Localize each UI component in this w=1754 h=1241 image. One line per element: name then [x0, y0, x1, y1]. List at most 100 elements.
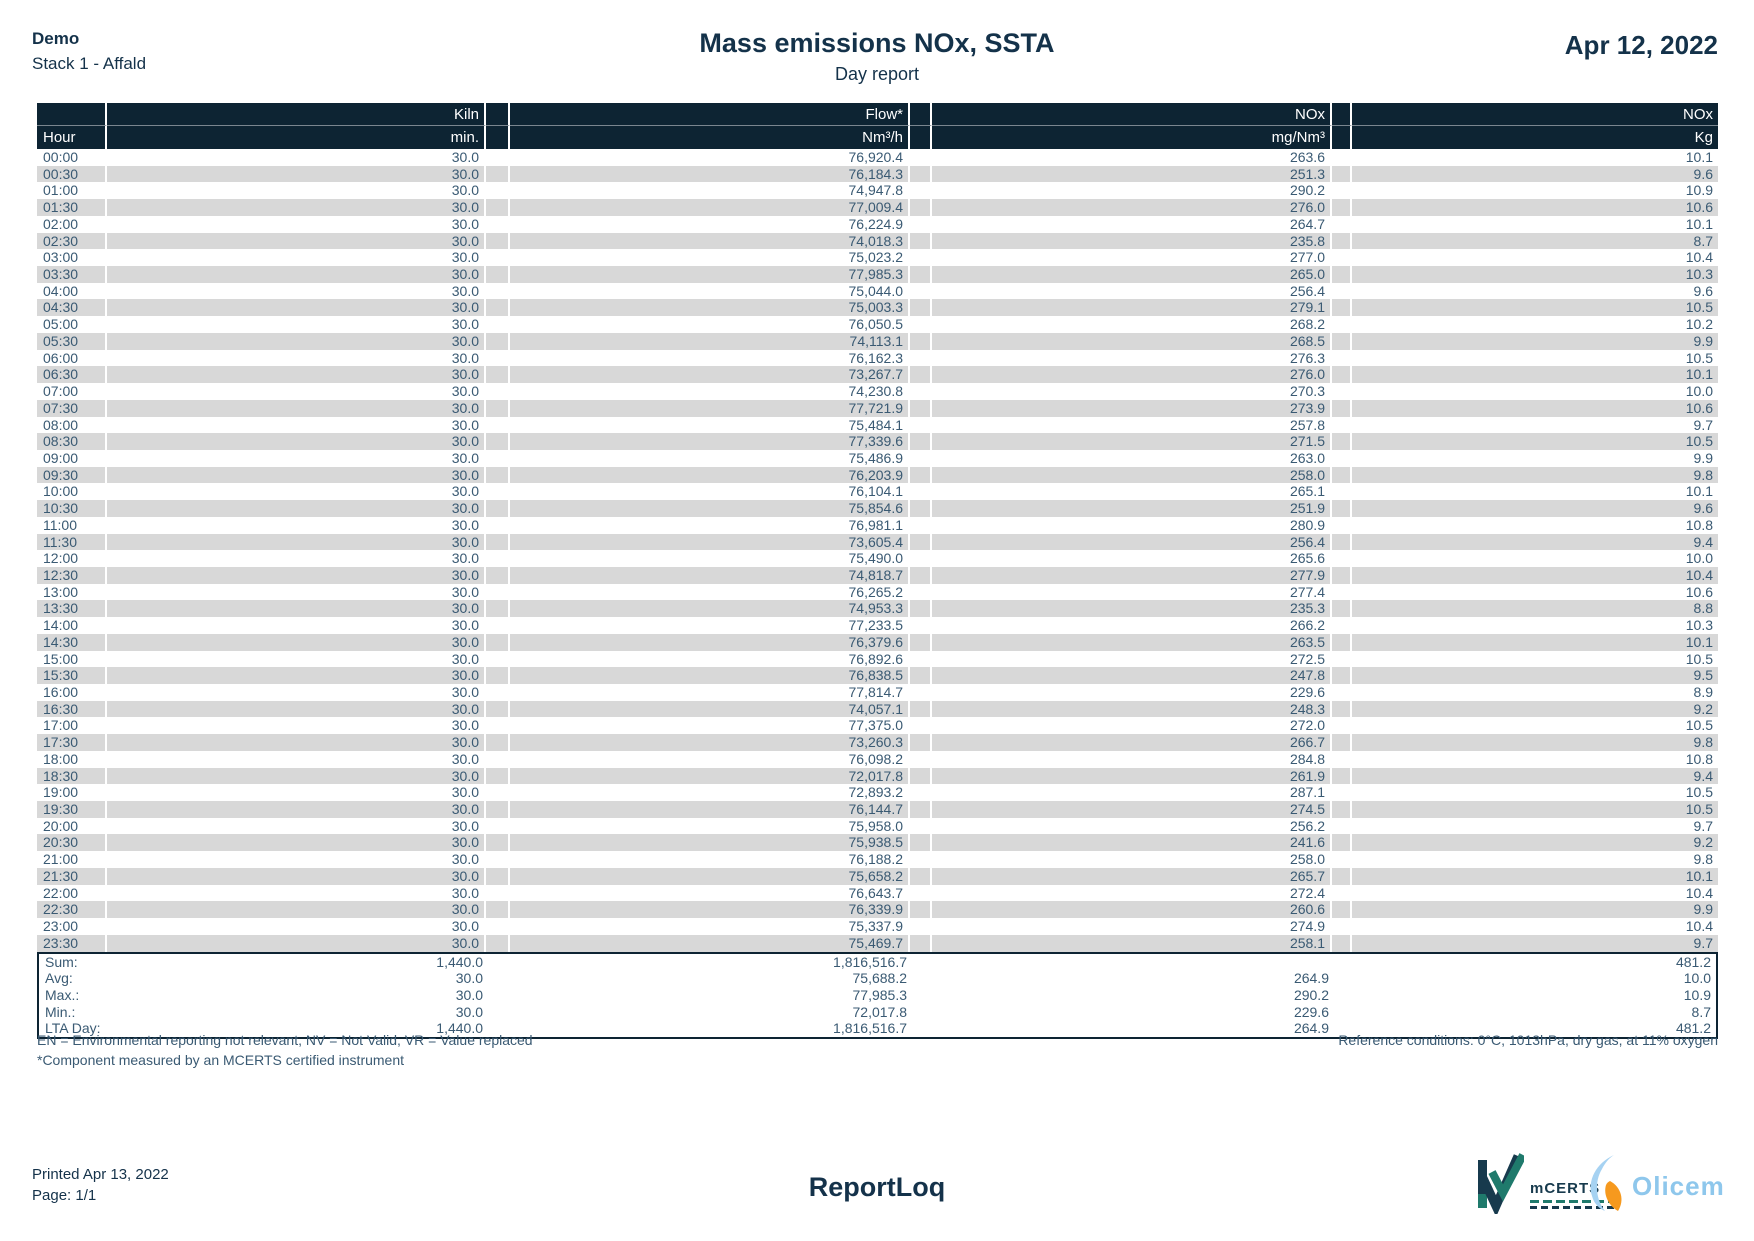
spacer-cell	[1332, 867, 1352, 885]
spacer-cell	[910, 767, 932, 785]
kiln-cell: 30.0	[107, 232, 486, 250]
spacer-cell	[486, 332, 510, 350]
kiln-cell: 30.0	[107, 182, 486, 200]
nox-concentration-cell: 290.2	[1293, 986, 1329, 1003]
kiln-cell: 1,440.0	[436, 953, 483, 970]
spacer-cell	[486, 600, 510, 618]
spacer-cell	[910, 817, 932, 835]
flow-cell: 74,018.3	[510, 232, 910, 250]
spacer-cell	[486, 918, 510, 935]
spacer-cell	[486, 416, 510, 434]
header-spacer	[486, 126, 510, 149]
spacer-cell	[1332, 249, 1352, 267]
nox-concentration-cell: 235.8	[932, 232, 1332, 250]
spacer-cell	[486, 516, 510, 534]
nox-concentration-cell: 265.1	[932, 483, 1332, 501]
hour-cell: 11:30	[37, 533, 107, 551]
kiln-cell: 30.0	[107, 466, 486, 484]
spacer-cell	[910, 199, 932, 216]
spacer-cell	[910, 801, 932, 818]
spacer-cell	[1332, 600, 1352, 618]
hour-cell: 19:30	[37, 801, 107, 818]
flow-cell: 77,339.6	[510, 433, 910, 450]
hour-cell: 22:00	[37, 884, 107, 902]
spacer-cell	[1332, 449, 1352, 467]
flow-cell: 76,098.2	[510, 750, 910, 768]
kiln-cell: 30.0	[455, 986, 483, 1003]
spacer-cell	[486, 433, 510, 450]
hour-cell: 12:30	[37, 566, 107, 584]
table-row: 02:00 30.0 76,224.9 264.7 10.1	[37, 215, 1718, 233]
hour-cell: 17:30	[37, 734, 107, 751]
table-row: 21:30 30.0 75,658.2 265.7 10.1	[37, 867, 1718, 885]
spacer-cell	[486, 633, 510, 651]
nox-concentration-cell: 247.8	[932, 667, 1332, 684]
spacer-cell	[1334, 954, 1354, 971]
nox-mass-cell: 8.9	[1693, 684, 1713, 700]
nox-concentration-cell: 251.9	[932, 500, 1332, 517]
nox-concentration-cell: 279.1	[932, 299, 1332, 317]
header-nox-mass: NOx	[1352, 103, 1718, 126]
kiln-cell: 30.0	[107, 483, 486, 501]
header-spacer	[486, 103, 510, 126]
nox-concentration-cell: 274.5	[932, 801, 1332, 818]
hour-cell: 00:30	[37, 165, 107, 183]
nox-mass-cell: 10.6	[1685, 583, 1713, 600]
flow-cell: 76,379.6	[510, 633, 910, 651]
table-row: 09:30 30.0 76,203.9 258.0 9.8	[37, 466, 1718, 484]
nox-concentration-cell: 276.0	[932, 366, 1332, 384]
hour-cell: 15:30	[37, 667, 107, 684]
nox-concentration-cell: 263.0	[932, 449, 1332, 467]
summary-row: Min.: 30.0 72,017.8 229.6 8.7	[39, 1004, 1716, 1021]
spacer-cell	[910, 784, 932, 802]
spacer-cell	[486, 282, 510, 300]
summary-row: Sum: 1,440.0 1,816,516.7 481.2	[39, 954, 1716, 971]
flow-cell: 77,721.9	[510, 399, 910, 417]
spacer-cell	[1334, 987, 1354, 1004]
nox-concentration-cell: 280.9	[932, 516, 1332, 534]
olicem-logo: Olicem	[1584, 1154, 1725, 1212]
kiln-cell: 30.0	[107, 617, 486, 634]
flow-cell: 75,469.7	[510, 934, 910, 952]
header-kiln: Kiln	[107, 103, 486, 126]
table-row: 15:00 30.0 76,892.6 272.5 10.5	[37, 650, 1718, 668]
mcerts-wordmark: mCERTS	[1530, 1180, 1618, 1209]
component-note: *Component measured by an MCERTS certifi…	[37, 1052, 405, 1068]
spacer-cell	[486, 767, 510, 785]
spacer-cell	[486, 684, 510, 701]
nox-mass-cell: 10.4	[1685, 566, 1713, 583]
kiln-cell: 30.0	[107, 650, 486, 668]
nox-concentration-cell: 272.5	[932, 650, 1332, 668]
table-row: 04:00 30.0 75,044.0 256.4 9.6	[37, 282, 1718, 300]
nox-mass-cell: 10.0	[1685, 550, 1713, 567]
nox-concentration-cell: 284.8	[932, 750, 1332, 768]
spacer-cell	[1332, 366, 1352, 384]
spacer-cell	[486, 483, 510, 501]
table-row: 02:30 30.0 74,018.3 235.8 8.7	[37, 232, 1718, 250]
kiln-cell: 30.0	[107, 684, 486, 701]
spacer-cell	[912, 1020, 934, 1037]
nox-mass-cell: 9.7	[1693, 817, 1713, 834]
hour-cell: 17:00	[37, 717, 107, 735]
spacer-cell	[1332, 516, 1352, 534]
hour-cell: 02:00	[37, 215, 107, 233]
flow-cell: 75,688.2	[852, 970, 908, 987]
nox-mass-cell: 10.4	[1685, 249, 1713, 266]
hour-cell: 13:00	[37, 583, 107, 601]
flow-cell: 74,230.8	[510, 383, 910, 400]
spacer-cell	[486, 316, 510, 333]
hour-cell: 09:00	[37, 449, 107, 467]
nox-concentration-cell: 229.6	[932, 684, 1332, 701]
table-row: 01:00 30.0 74,947.8 290.2 10.9	[37, 182, 1718, 200]
nox-mass-cell: 9.6	[1693, 500, 1713, 517]
nox-concentration-cell: 276.3	[932, 349, 1332, 367]
nox-concentration-cell: 273.9	[932, 399, 1332, 417]
flow-cell: 75,023.2	[510, 249, 910, 267]
spacer-cell	[910, 215, 932, 233]
spacer-cell	[1332, 500, 1352, 517]
nox-mass-cell: 10.3	[1685, 266, 1713, 283]
spacer-cell	[1332, 633, 1352, 651]
table-row: 21:00 30.0 76,188.2 258.0 9.8	[37, 851, 1718, 868]
flow-cell: 72,893.2	[510, 784, 910, 802]
kiln-cell: 30.0	[107, 349, 486, 367]
